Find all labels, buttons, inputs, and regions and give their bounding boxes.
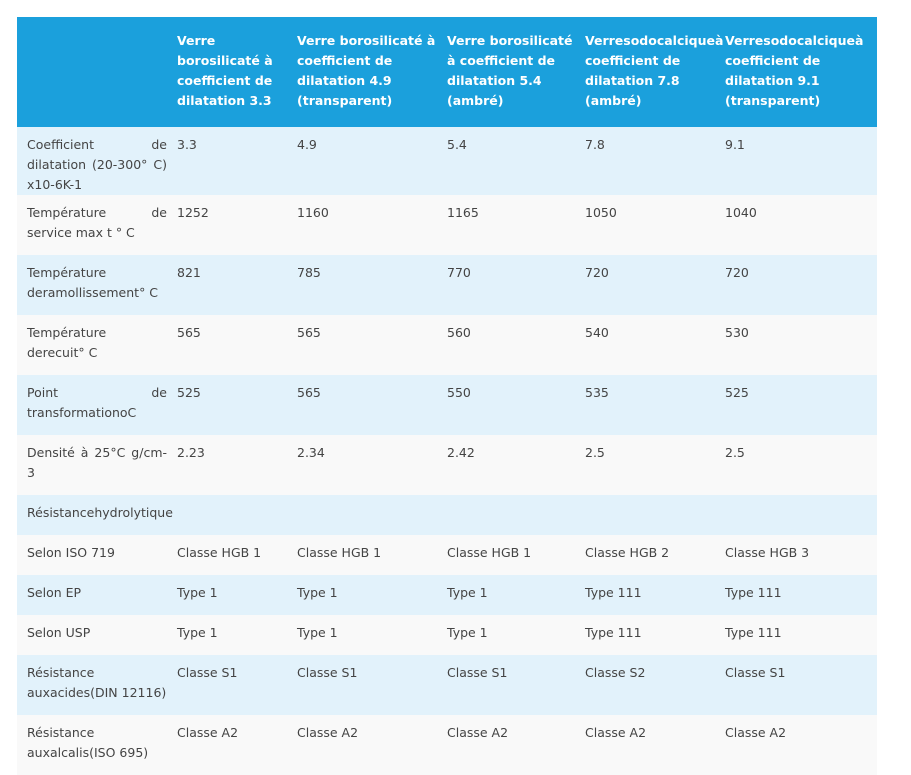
cell: Classe HGB 2 <box>585 545 670 560</box>
cell: 1050 <box>585 205 617 220</box>
cell: Classe HGB 1 <box>447 545 532 560</box>
table-row: Température de service max t ° C 1252 1160… <box>17 195 877 255</box>
cell: Type 1 <box>177 625 218 640</box>
cell: Classe S2 <box>585 665 646 680</box>
cell: 565 <box>297 385 321 400</box>
cell: 821 <box>177 265 201 280</box>
cell: Type 111 <box>585 625 642 640</box>
table-row: Coefficient de dilatation (20-300° C) x1… <box>17 127 877 195</box>
table-row: Densité à 25°C g/cm-3 2.23 2.34 2.42 2.5 2.5 <box>17 435 877 495</box>
cell: 2.5 <box>585 445 605 460</box>
cell: Classe HGB 3 <box>725 545 810 560</box>
cell <box>297 495 447 535</box>
cell: 550 <box>447 385 471 400</box>
cell: Type 1 <box>447 625 488 640</box>
header-row: Verre borosilicaté à coefficient de dila… <box>17 17 877 127</box>
cell: 540 <box>585 325 609 340</box>
cell: 2.5 <box>725 445 745 460</box>
cell: 2.23 <box>177 445 205 460</box>
cell: Type 111 <box>585 585 642 600</box>
cell: Classe S1 <box>447 665 508 680</box>
table-row: Résistancehydrolytique <box>17 495 877 535</box>
row-label: Résistance auxalcalis(ISO 695) <box>27 725 149 760</box>
table-row: Selon USP Type 1 Type 1 Type 1 Type 111 Type … <box>17 615 877 655</box>
cell: 1252 <box>177 205 209 220</box>
header-cell: Verre borosilicaté à coefficient de dila… <box>177 33 273 108</box>
table-body: Coefficient de dilatation (20-300° C) x1… <box>17 127 877 775</box>
cell: Type 1 <box>177 585 218 600</box>
table-header: Verre borosilicaté à coefficient de dila… <box>17 17 877 127</box>
cell: 9.1 <box>725 137 745 152</box>
cell: 7.8 <box>585 137 605 152</box>
cell: Classe S1 <box>725 665 786 680</box>
cell: 785 <box>297 265 321 280</box>
header-cell: Verre borosilicaté à coefficient de dila… <box>297 33 436 108</box>
cell: Classe A2 <box>725 725 787 740</box>
row-label: Température de service max t ° C <box>27 205 167 240</box>
cell: 565 <box>177 325 201 340</box>
table-row: Résistance auxacides(DIN 12116) Classe S1… <box>17 655 877 715</box>
cell: 525 <box>725 385 749 400</box>
table-row: Température deramollissement° C 821 785 770… <box>17 255 877 315</box>
cell: 770 <box>447 265 471 280</box>
cell <box>585 495 725 535</box>
cell: 535 <box>585 385 609 400</box>
cell: Classe A2 <box>297 725 359 740</box>
cell: 720 <box>725 265 749 280</box>
header-cell <box>17 17 177 127</box>
row-label: Point de transformationoC <box>27 385 167 420</box>
row-label: Selon EP <box>27 585 82 600</box>
cell: 565 <box>297 325 321 340</box>
cell: Type 1 <box>447 585 488 600</box>
header-cell: Verresodocalciqueà coefficient de dilata… <box>725 33 864 108</box>
table-row: Selon EP Type 1 Type 1 Type 1 Type 111 Type 1… <box>17 575 877 615</box>
cell: Type 1 <box>297 585 338 600</box>
table-row: Température derecuit° C 565 565 560 540 530 <box>17 315 877 375</box>
header-cell: Verre borosilicaté à coefficient de dila… <box>447 33 573 108</box>
table-container: Verre borosilicaté à coefficient de dila… <box>17 17 877 775</box>
cell: 2.34 <box>297 445 325 460</box>
row-label: Résistance auxacides(DIN 12116) <box>27 665 167 700</box>
cell: 560 <box>447 325 471 340</box>
cell: 5.4 <box>447 137 467 152</box>
cell: 3.3 <box>177 137 197 152</box>
cell <box>447 495 585 535</box>
cell: 1165 <box>447 205 479 220</box>
cell: Type 111 <box>725 625 782 640</box>
cell: Classe S1 <box>297 665 358 680</box>
cell: 525 <box>177 385 201 400</box>
cell: Classe HGB 1 <box>177 545 262 560</box>
page: {"table": { "header": ["", "Verre borosi… <box>17 17 877 760</box>
cell: 720 <box>585 265 609 280</box>
cell <box>725 495 877 535</box>
table-row: Résistance auxalcalis(ISO 695) Classe A2 C… <box>17 715 877 775</box>
row-label: Selon USP <box>27 625 91 640</box>
row-label: Résistancehydrolytique <box>27 505 173 520</box>
cell: 4.9 <box>297 137 317 152</box>
row-label: Température derecuit° C <box>27 325 107 360</box>
row-label: Température deramollissement° C <box>27 265 159 300</box>
cell: Type 1 <box>297 625 338 640</box>
cell: Classe A2 <box>177 725 239 740</box>
cell: 1040 <box>725 205 757 220</box>
cell: Type 111 <box>725 585 782 600</box>
cell: 2.42 <box>447 445 475 460</box>
properties-table: Verre borosilicaté à coefficient de dila… <box>17 17 877 775</box>
cell <box>177 495 297 535</box>
row-label: Densité à 25°C g/cm-3 <box>27 445 167 480</box>
cell: Classe S1 <box>177 665 238 680</box>
cell: 1160 <box>297 205 329 220</box>
cell: Classe A2 <box>447 725 509 740</box>
row-label: Coefficient de dilatation (20-300° C) x1… <box>27 137 167 192</box>
cell: 530 <box>725 325 749 340</box>
table-row: Selon ISO 719 Classe HGB 1 Classe HGB 1 Cla… <box>17 535 877 575</box>
row-label: Selon ISO 719 <box>27 545 115 560</box>
header-cell: Verresodocalciqueà coefficient de dilata… <box>585 33 724 108</box>
table-row: Point de transformationoC 525 565 550 535 525 <box>17 375 877 435</box>
cell: Classe A2 <box>585 725 647 740</box>
cell: Classe HGB 1 <box>297 545 382 560</box>
